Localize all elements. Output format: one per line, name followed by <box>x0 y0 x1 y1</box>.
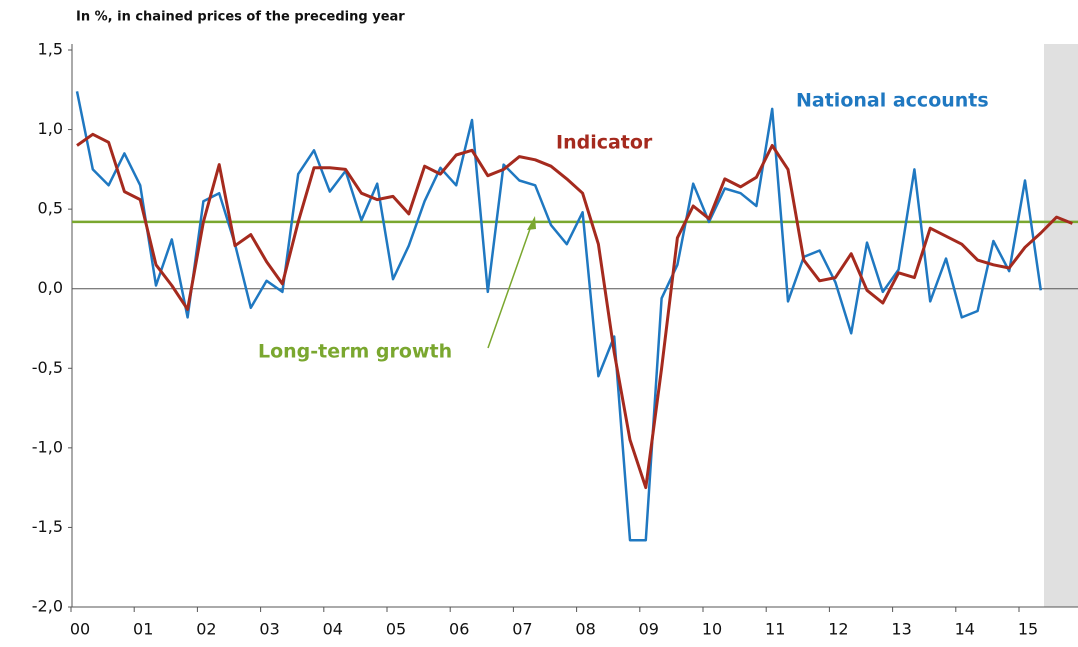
x-tick-label: 04 <box>323 620 343 639</box>
x-tick-label: 10 <box>702 620 722 639</box>
series-line <box>75 91 1043 542</box>
series-label: Indicator <box>556 132 653 154</box>
x-tick-label: 09 <box>639 620 659 639</box>
y-tick-label: 0,0 <box>38 278 63 297</box>
y-tick-label: 1,0 <box>38 119 63 138</box>
x-tick-label: 01 <box>133 620 153 639</box>
x-tick-label: 06 <box>449 620 469 639</box>
y-tick-label: 1,5 <box>38 40 63 59</box>
x-tick-label: 12 <box>828 620 848 639</box>
y-tick-label: -0,5 <box>32 358 63 377</box>
x-tick-label: 07 <box>512 620 532 639</box>
y-tick-label: 0,5 <box>38 199 63 218</box>
x-tick-label: 14 <box>955 620 975 639</box>
y-tick-label: -2,0 <box>32 597 63 616</box>
x-tick-label: 08 <box>575 620 595 639</box>
y-tick-label: -1,0 <box>32 437 63 456</box>
x-tick-label: 03 <box>259 620 279 639</box>
chart-subtitle: In %, in chained prices of the preceding… <box>76 10 405 25</box>
x-tick-label: 02 <box>196 620 216 639</box>
forecast-shade <box>1044 44 1078 607</box>
x-tick-label: 05 <box>386 620 406 639</box>
series-label: National accounts <box>796 90 989 112</box>
series-line <box>76 132 1073 490</box>
x-tick-label: 11 <box>765 620 785 639</box>
x-tick-label: 00 <box>70 620 90 639</box>
reference-arrowhead <box>527 216 536 230</box>
x-tick-label: 13 <box>891 620 911 639</box>
reference-arrow <box>487 225 532 349</box>
y-tick-label: -1,5 <box>32 517 63 536</box>
reference-label: Long-term growth <box>258 341 452 363</box>
x-tick-label: 15 <box>1018 620 1038 639</box>
